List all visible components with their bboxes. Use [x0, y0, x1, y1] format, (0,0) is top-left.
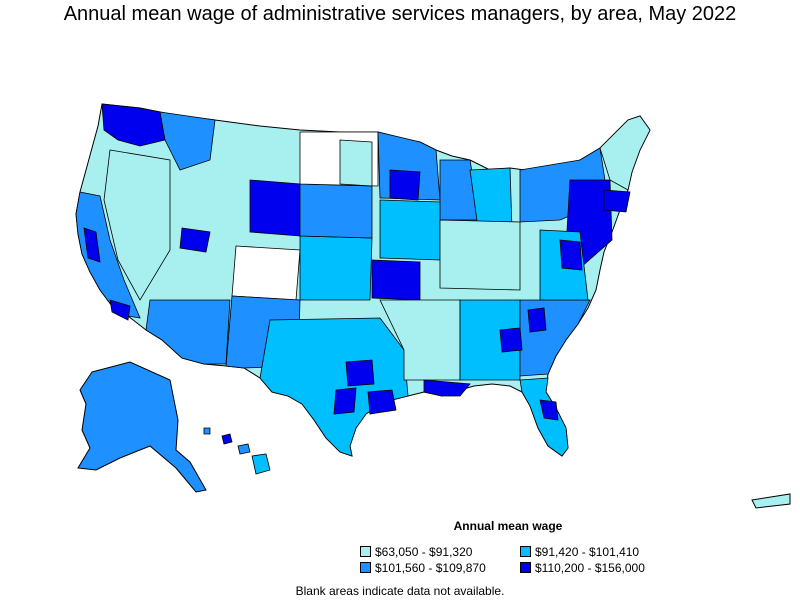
- hawaii-islands: [203, 427, 271, 475]
- region-overlays: [75, 103, 651, 457]
- alaska-shape: [77, 361, 207, 493]
- legend-item-tier2: $91,420 - $101,410: [520, 546, 639, 558]
- legend-item-tier3: $101,560 - $109,870: [360, 562, 486, 574]
- legend-label: $101,560 - $109,870: [375, 561, 486, 575]
- legend-item-tier1: $63,050 - $91,320: [360, 546, 472, 558]
- legend-title: Annual mean wage: [453, 519, 563, 533]
- legend-swatch-tier3: [360, 562, 371, 573]
- legend-swatch-tier2: [520, 546, 531, 557]
- legend-item-tier4: $110,200 - $156,000: [520, 562, 645, 574]
- footnote: Blank areas indicate data not available.: [295, 584, 505, 598]
- legend-swatch-tier1: [360, 546, 371, 557]
- legend-swatch-tier4: [520, 562, 531, 573]
- legend-label: $91,420 - $101,410: [535, 545, 640, 559]
- puerto-rico-shape: [751, 493, 791, 509]
- map-title: Annual mean wage of administrative servi…: [63, 3, 737, 25]
- legend-label: $110,200 - $156,000: [535, 561, 645, 575]
- legend-label: $63,050 - $91,320: [375, 545, 473, 559]
